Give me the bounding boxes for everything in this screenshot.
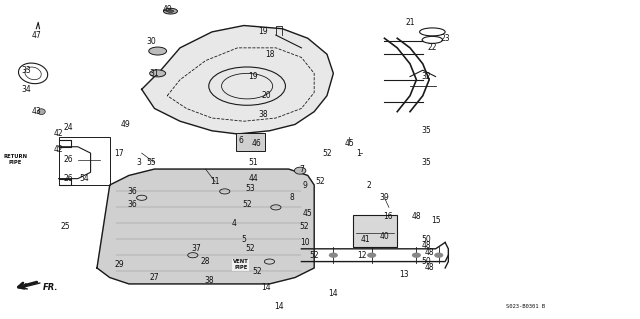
Text: 35: 35 (421, 158, 431, 167)
Text: 4: 4 (232, 219, 237, 228)
Text: 34: 34 (22, 85, 31, 94)
Text: 42: 42 (54, 145, 63, 154)
Text: S023-B0301 B: S023-B0301 B (506, 304, 545, 309)
Text: 8: 8 (289, 193, 294, 202)
Circle shape (368, 253, 376, 257)
Text: 31: 31 (150, 69, 159, 78)
Text: 19: 19 (259, 27, 268, 36)
Text: 54: 54 (79, 174, 89, 183)
Text: 22: 22 (428, 43, 437, 52)
Text: 50: 50 (421, 235, 431, 244)
Text: 42: 42 (54, 130, 63, 138)
Text: 40: 40 (380, 232, 389, 241)
Text: 2: 2 (366, 181, 371, 189)
Text: 5: 5 (241, 235, 246, 244)
Text: 36: 36 (127, 187, 137, 196)
Text: 52: 52 (246, 244, 255, 253)
Ellipse shape (294, 167, 306, 174)
Text: 28: 28 (201, 257, 211, 266)
Text: 30: 30 (147, 37, 156, 46)
Text: 52: 52 (252, 267, 262, 276)
Polygon shape (141, 26, 333, 134)
Text: 52: 52 (322, 149, 332, 158)
Text: 29: 29 (115, 260, 124, 269)
FancyBboxPatch shape (236, 133, 265, 151)
Text: 32: 32 (421, 72, 431, 81)
Text: RETURN
PIPE: RETURN PIPE (3, 154, 28, 165)
FancyBboxPatch shape (353, 215, 397, 247)
Text: 49: 49 (121, 120, 131, 129)
Text: 55: 55 (147, 158, 156, 167)
Ellipse shape (38, 109, 45, 115)
Text: 20: 20 (262, 91, 271, 100)
Text: 18: 18 (265, 50, 274, 59)
Text: 44: 44 (248, 174, 259, 183)
Ellipse shape (148, 47, 166, 55)
Text: 9: 9 (302, 181, 307, 189)
Text: 52: 52 (309, 251, 319, 260)
Text: 41: 41 (360, 235, 370, 244)
Ellipse shape (167, 10, 173, 12)
Text: 17: 17 (115, 149, 124, 158)
Text: 53: 53 (245, 184, 255, 193)
Text: FR.: FR. (43, 283, 58, 292)
Text: 38: 38 (204, 276, 214, 285)
Text: 25: 25 (60, 222, 70, 231)
Ellipse shape (150, 70, 166, 77)
Text: 33: 33 (22, 66, 31, 75)
Text: 12: 12 (357, 251, 367, 260)
Text: VENT
PIPE: VENT PIPE (233, 259, 248, 270)
Text: 27: 27 (150, 273, 159, 282)
Text: 26: 26 (63, 155, 73, 164)
Text: 46: 46 (252, 139, 262, 148)
Text: 15: 15 (431, 216, 440, 225)
Text: 16: 16 (383, 212, 392, 221)
Text: 48: 48 (424, 263, 434, 272)
Text: 45: 45 (344, 139, 354, 148)
Text: 14: 14 (274, 302, 284, 311)
Text: 52: 52 (316, 177, 325, 186)
Text: 51: 51 (249, 158, 259, 167)
Text: 47: 47 (31, 31, 41, 40)
Ellipse shape (163, 8, 177, 14)
Text: 49: 49 (163, 5, 172, 14)
Text: 38: 38 (259, 110, 268, 119)
Text: 43: 43 (31, 107, 41, 116)
Text: 14: 14 (262, 283, 271, 292)
Text: 19: 19 (249, 72, 259, 81)
Text: 23: 23 (440, 34, 450, 43)
Text: 45: 45 (303, 209, 313, 218)
Text: 13: 13 (399, 270, 408, 279)
Text: 24: 24 (63, 123, 73, 132)
Text: 50: 50 (421, 257, 431, 266)
Polygon shape (97, 169, 314, 284)
Text: 37: 37 (191, 244, 201, 253)
Text: 7: 7 (299, 165, 304, 174)
Text: 21: 21 (405, 18, 415, 27)
Text: 48: 48 (424, 248, 434, 256)
Text: 11: 11 (211, 177, 220, 186)
Text: 48: 48 (412, 212, 421, 221)
Text: 36: 36 (127, 200, 137, 209)
Circle shape (330, 253, 337, 257)
Text: 26: 26 (63, 174, 73, 183)
Circle shape (413, 253, 420, 257)
Text: 52: 52 (300, 222, 309, 231)
Text: 48: 48 (421, 241, 431, 250)
Text: 10: 10 (300, 238, 309, 247)
Text: 14: 14 (328, 289, 338, 298)
Text: 35: 35 (421, 126, 431, 135)
Text: 52: 52 (243, 200, 252, 209)
Text: 39: 39 (380, 193, 389, 202)
Circle shape (435, 253, 443, 257)
Text: 1: 1 (356, 149, 362, 158)
Text: 3: 3 (136, 158, 141, 167)
Text: 6: 6 (238, 136, 243, 145)
